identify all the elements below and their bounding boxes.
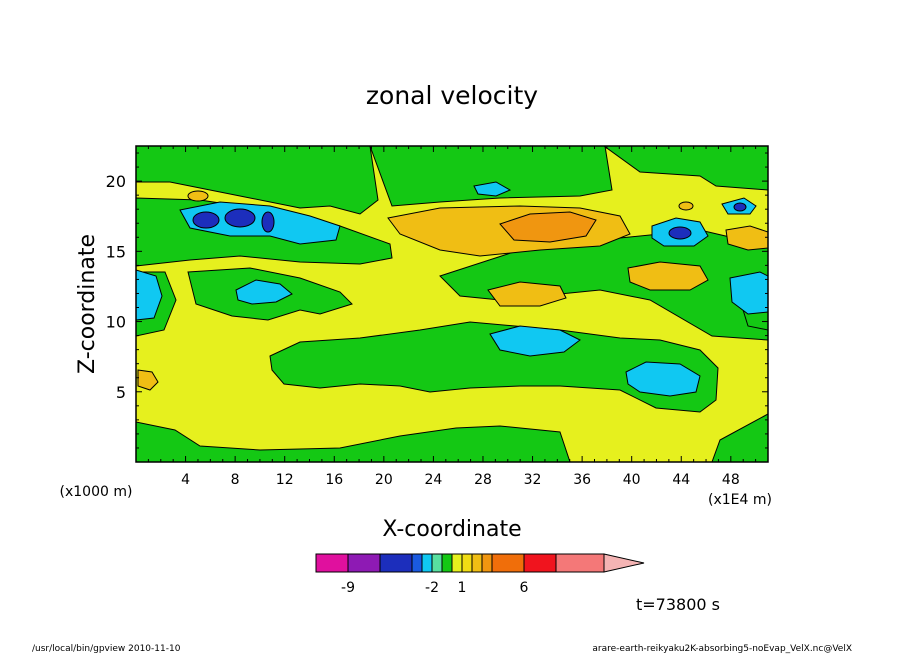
x-tick-label: 28 <box>474 472 492 488</box>
x-tick-label: 20 <box>375 472 393 488</box>
x-tick-label: 4 <box>181 472 190 488</box>
footer-right: arare-earth-reikyaku2K-absorbing5-noEvap… <box>592 644 852 654</box>
contour-region <box>137 369 159 391</box>
colorbar-label: 1 <box>458 580 467 596</box>
contour-region <box>711 413 768 462</box>
contour-region <box>235 279 293 305</box>
x-tick-label: 12 <box>276 472 294 488</box>
contour-region <box>725 225 768 251</box>
colorbar-box <box>431 553 443 573</box>
y-tick-label: 10 <box>106 313 126 332</box>
x-unit-label: (x1E4 m) <box>708 492 772 508</box>
colorbar-box <box>451 553 463 573</box>
contour-region <box>733 202 747 212</box>
contour-region <box>487 281 567 307</box>
contour-region <box>261 211 275 233</box>
colorbar-box <box>347 553 381 573</box>
contour-region <box>627 261 709 291</box>
y-tick-label: 15 <box>106 242 126 261</box>
contour-region <box>625 361 701 397</box>
colorbar-box <box>491 553 525 573</box>
contour-region <box>369 146 613 207</box>
colorbar-box <box>471 553 483 573</box>
colorbar-box <box>523 553 557 573</box>
contour-field <box>136 146 768 462</box>
contour-region <box>678 201 694 211</box>
colorbar-box <box>461 553 473 573</box>
x-tick-label: 16 <box>325 472 343 488</box>
colorbar-labels: -9 -2 1 6 <box>341 580 529 596</box>
colorbar-box <box>315 553 349 573</box>
colorbar-label: -2 <box>425 580 439 596</box>
y-axis-label: Z-coordinate <box>75 234 100 374</box>
contour-region <box>489 325 581 357</box>
x-tick-label: 24 <box>424 472 442 488</box>
contour-region <box>179 201 341 245</box>
colorbar-label: 6 <box>520 580 529 596</box>
colorbar-box <box>555 553 605 573</box>
contour-region <box>603 146 768 191</box>
contour-region <box>473 181 512 197</box>
x-tick-label: 8 <box>231 472 240 488</box>
x-tick-label: 36 <box>573 472 591 488</box>
colorbar-box <box>411 553 423 573</box>
y-unit-label: (x1000 m) <box>60 484 133 500</box>
chart-title: zonal velocity <box>366 81 538 110</box>
x-axis: 4 8 12 16 20 24 28 32 36 40 44 48 <box>147 146 757 488</box>
contour-region <box>668 226 692 240</box>
y-axis: 5 10 15 20 <box>106 152 768 449</box>
colorbar-box <box>481 553 493 573</box>
contour-region <box>269 321 719 413</box>
contour-region <box>499 211 597 243</box>
colorbar-box <box>421 553 433 573</box>
colorbar-box <box>379 553 413 573</box>
x-tick-label: 32 <box>524 472 542 488</box>
colorbar-label: -9 <box>341 580 355 596</box>
contour-region <box>729 271 768 315</box>
x-axis-label: X-coordinate <box>382 517 521 542</box>
colorbar-arrow <box>603 553 645 573</box>
colorbar-box <box>441 553 453 573</box>
contour-region <box>136 421 571 462</box>
contour-region <box>192 211 220 229</box>
x-tick-label: 48 <box>722 472 740 488</box>
plot-frame <box>135 145 769 463</box>
colorbar <box>315 553 645 573</box>
time-label: t=73800 s <box>636 595 720 614</box>
footer-left: /usr/local/bin/gpview 2010-11-10 <box>32 644 181 654</box>
y-tick-label: 20 <box>106 172 126 191</box>
contour-region <box>187 190 209 202</box>
contour-region <box>136 269 163 321</box>
contour-region <box>136 146 379 215</box>
contour-region <box>224 208 256 228</box>
x-tick-label: 44 <box>672 472 690 488</box>
x-tick-label: 40 <box>623 472 641 488</box>
y-tick-label: 5 <box>116 383 126 402</box>
